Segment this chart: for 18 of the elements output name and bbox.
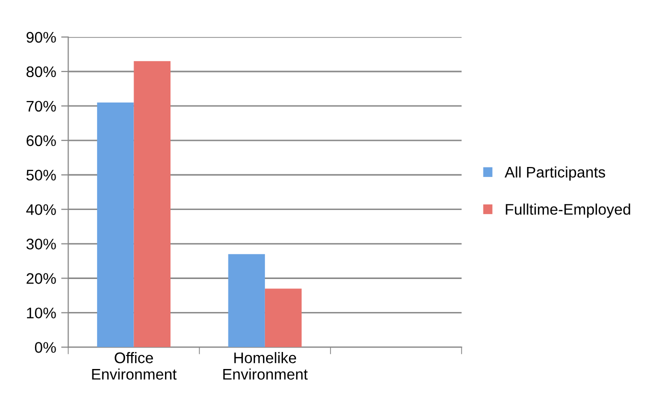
y-tick-label: 60% <box>26 135 56 146</box>
bar <box>264 288 302 348</box>
y-tick-label: 40% <box>26 204 56 216</box>
y-tick-label: 50% <box>26 170 56 181</box>
y-tick-label: 20% <box>26 273 56 284</box>
x-tick-label: Office Environment <box>92 352 177 380</box>
y-tick-label: 30% <box>26 238 56 250</box>
bar <box>228 254 265 348</box>
bar <box>134 61 171 348</box>
y-tick-label: 70% <box>26 100 56 112</box>
legend-label: Fulltime-Employed <box>506 204 630 218</box>
y-tick-label: 90% <box>26 32 56 43</box>
y-tick-label: 10% <box>27 308 56 318</box>
x-tick-label: Homelike Environment <box>223 352 308 380</box>
y-tick-label: 80% <box>26 66 56 78</box>
bar <box>97 102 134 348</box>
legend-label: All Participants <box>504 166 606 181</box>
y-tick-label: 0% <box>34 342 56 353</box>
